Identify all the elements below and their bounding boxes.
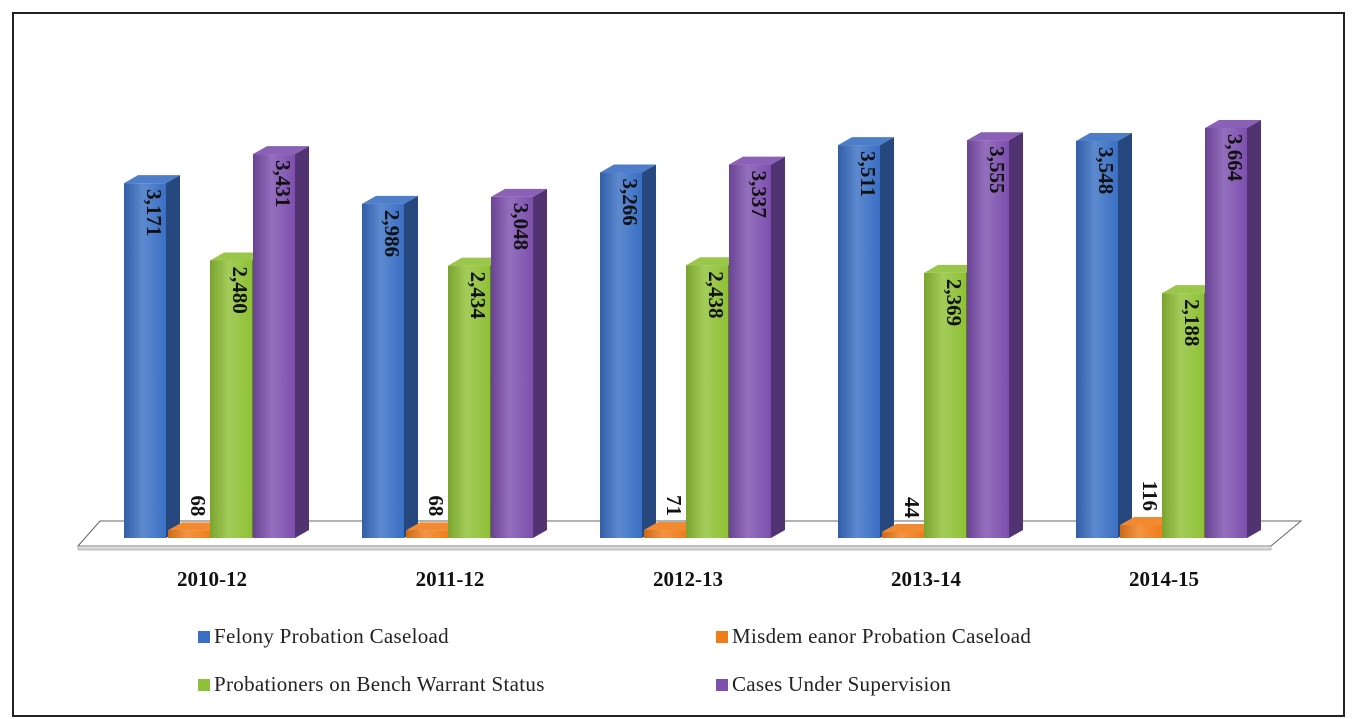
legend-swatch-misdemeanor [716,630,728,643]
category-label-2010-12: 2010-12 [177,567,247,591]
floor-edge [77,545,1272,551]
bars-group [124,120,1261,539]
bar-supervision-2011-12 [491,188,547,539]
value-label-bench-warrant-2011-12: 2,434 [466,272,490,320]
value-labels-group: 3,171 68 2,480 3,431 2,986 68 2,434 3,048 3,266 7… [142,134,1247,519]
value-label-bench-warrant-2013-14: 2,369 [942,279,966,326]
legend-label-supervision: Cases Under Supervision [732,672,952,696]
category-label-2014-15: 2014-15 [1129,567,1199,591]
value-label-misdemeanor-2014-15: 116 [1138,481,1162,511]
bar-supervision-2012-13 [729,156,785,538]
category-labels-group: 2010-12 2011-12 2012-13 2013-14 2014-15 [177,567,1199,591]
legend: Felony Probation Caseload Misdem eanor P… [198,620,1198,700]
legend-label-bench-warrant: Probationers on Bench Warrant Status [214,672,545,696]
value-label-misdemeanor-2012-13: 71 [662,495,686,516]
legend-label-misdemeanor: Misdem eanor Probation Caseload [732,624,1032,648]
value-label-felony-2010-12: 3,171 [142,189,166,236]
legend-swatch-bench-warrant [198,678,210,691]
legend-swatch-supervision [716,678,728,691]
value-label-supervision-2011-12: 3,048 [509,203,533,250]
value-label-felony-2013-14: 3,511 [856,151,880,197]
bar-felony-2010-12 [124,175,180,538]
value-label-supervision-2013-14: 3,555 [985,146,1009,193]
bar-felony-2012-13 [600,164,656,539]
value-label-supervision-2010-12: 3,431 [271,160,295,207]
value-label-bench-warrant-2010-12: 2,480 [228,266,252,313]
legend-item-bench-warrant: Probationers on Bench Warrant Status [198,672,545,697]
bar-felony-2011-12 [362,195,418,538]
category-label-2012-13: 2012-13 [653,567,723,591]
bar-felony-2013-14 [838,137,894,538]
bar-felony-2014-15 [1076,132,1132,538]
legend-label-felony: Felony Probation Caseload [214,624,449,648]
value-label-misdemeanor-2013-14: 44 [900,497,924,519]
value-label-bench-warrant-2014-15: 2,188 [1180,299,1204,346]
category-label-2011-12: 2011-12 [416,567,485,591]
value-label-misdemeanor-2011-12: 68 [424,495,448,516]
bar-supervision-2013-14 [967,132,1023,538]
value-label-misdemeanor-2010-12: 68 [186,495,210,516]
value-label-felony-2011-12: 2,986 [380,210,404,257]
value-label-felony-2014-15: 3,548 [1094,147,1118,194]
value-label-supervision-2012-13: 3,337 [747,171,771,218]
bar-supervision-2014-15 [1205,120,1261,538]
category-label-2013-14: 2013-14 [891,567,961,591]
value-label-felony-2012-13: 3,266 [618,179,642,226]
legend-item-felony: Felony Probation Caseload [198,624,449,649]
legend-item-supervision: Cases Under Supervision [716,672,951,697]
value-label-supervision-2014-15: 3,664 [1223,134,1247,182]
legend-item-misdemeanor: Misdem eanor Probation Caseload [716,624,1031,649]
legend-swatch-felony [198,630,210,643]
value-label-bench-warrant-2012-13: 2,438 [704,271,728,318]
bar-supervision-2010-12 [253,146,309,538]
